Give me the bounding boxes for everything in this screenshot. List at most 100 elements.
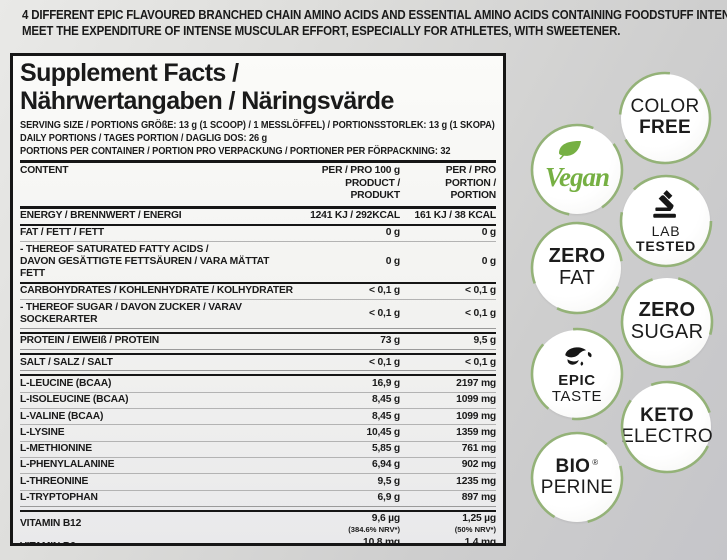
badge-zero-sugar: ZERO SUGAR (620, 275, 714, 369)
row-value-portion: 1099 mg (456, 394, 496, 406)
supplement-facts-panel: Supplement Facts / Nährwertangaben / När… (10, 53, 506, 546)
row-value-per100: 9,5 g (377, 475, 401, 487)
taste-icon (565, 347, 592, 366)
row-value-per100: 0 g (385, 255, 400, 267)
row-value-per100: 6,94 g (372, 459, 400, 471)
description-line: 4 DIFFERENT EPIC FLAVOURED BRANCHED CHAI… (22, 8, 727, 22)
badge-color-free: COLOR FREE (618, 71, 712, 165)
column-header-line: PER / PRO 100 g (321, 165, 400, 176)
row-label: L-LYSINE (20, 426, 65, 438)
row-label: L-LEUCINE (BCAA) (20, 377, 112, 389)
badge-label-line: TASTE (551, 388, 603, 405)
badge-label-line: ELECTRO (621, 426, 713, 447)
table-row: L-LEUCINE (BCAA) 16,9 g 2197 mg (20, 376, 496, 391)
table-row: VITAMIN B12 9,6 µg (384.6% NRV*) 1,25 µg (50… (20, 512, 496, 536)
separator (20, 505, 496, 512)
row-value-per100: 1241 KJ / 292KCAL (310, 210, 400, 221)
table-row: CARBOHYDRATES / KOHLENHYDRATE / KOLHYDRA… (20, 284, 496, 299)
separator (20, 299, 496, 301)
table-row: PROTEIN / EIWEIß / PROTEIN 73 g 9,5 g (20, 334, 496, 349)
table-row: L-VALINE (BCAA) 8,45 g 1099 mg (20, 409, 496, 424)
row-value-portion: 161 KJ / 38 KCAL (414, 210, 497, 221)
product-description: 4 DIFFERENT EPIC FLAVOURED BRANCHED CHAI… (22, 7, 727, 39)
row-value-portion: 761 mg (461, 443, 496, 455)
separator (20, 223, 496, 226)
separator (20, 327, 496, 334)
row-value-per100: 10,8 mg(769.2% NRV*) (363, 537, 400, 546)
table-row: ENERGY / BRENNWERT / ENERGI 1241 KJ / 292… (20, 209, 496, 224)
table-row: L-METHIONINE 5,85 g 761 mg (20, 442, 496, 457)
row-value-per100: 5,85 g (372, 443, 400, 455)
row-value-portion: 1235 mg (456, 475, 496, 487)
row-label: VITAMIN B6 (20, 541, 298, 543)
badge-label-line: ZERO (548, 245, 606, 268)
separator (20, 424, 496, 426)
row-value-portion: 897 mg (461, 492, 496, 504)
badge-bio-perine: BIO ® PERINE (530, 431, 624, 525)
badge-label-line: PERINE (540, 477, 614, 498)
row-label: L-ISOLEUCINE (BCAA) (20, 394, 129, 406)
table-row: SALT / SALZ / SALT < 0,1 g < 0,1 g (20, 355, 496, 370)
badge-label-line: KETO (640, 405, 694, 427)
row-value-per100: < 0,1 g (369, 307, 400, 319)
divider (20, 160, 496, 163)
row-value-per100: 0 g (385, 227, 400, 239)
panel-title-line1: Supplement Facts / (20, 59, 239, 87)
badge-label-line: ZERO (638, 299, 696, 322)
separator (20, 440, 496, 442)
panel-title-line2: Nährwertangaben / Näringsvärde (20, 86, 394, 115)
portions-per-container-line: PORTIONS PER CONTAINER / PORTION PRO VER… (20, 145, 451, 157)
row-value-portion: 1099 mg (456, 410, 496, 422)
separator (20, 456, 496, 458)
row-label: SALT / SALZ / SALT (20, 356, 113, 368)
separator (20, 281, 496, 284)
row-value-portion: 0 g (481, 227, 496, 239)
row-value-portion: 2197 mg (456, 377, 496, 389)
badge-zero-fat: ZERO FAT (530, 221, 624, 315)
badge-epic-taste: EPIC TASTE (530, 327, 624, 421)
table-row: - THEREOF SATURATED FATTY ACIDS / DAVON G… (20, 242, 496, 282)
row-value-per100: 9,6 µg (384.6% NRV*) (298, 513, 400, 534)
row-value-portion: 9,5 g (473, 335, 497, 347)
vegan-label: Vegan (544, 161, 610, 192)
table-row: L-LYSINE 10,45 g 1359 mg (20, 425, 496, 440)
table-row: L-THREONINE 9,5 g 1235 mg (20, 474, 496, 489)
badge-ring (530, 327, 624, 421)
daily-portions-line: DAILY PORTIONS / TAGES PORTION / DAGLIG … (20, 132, 268, 144)
row-value-portion: < 0,1 g (465, 285, 496, 297)
separator (20, 370, 496, 377)
microscope-icon (653, 190, 676, 218)
badge-ring (618, 71, 712, 165)
value-subtext: (384.6% NRV*) (348, 524, 400, 534)
separator (20, 408, 496, 410)
badge-ring (530, 431, 624, 525)
badge-ring (530, 123, 624, 217)
badge-keto-electro: KETO ELECTRO (620, 380, 714, 474)
badge-label-line: BIO ® (555, 456, 599, 478)
table-row: - THEREOF SUGAR / DAVON ZUCKER / VARAV S… (20, 300, 496, 328)
row-label: VITAMIN B12 (20, 517, 82, 529)
separator (20, 473, 496, 475)
value-subtext: (50% NRV*) (454, 524, 496, 534)
registered-mark: ® (592, 458, 599, 468)
badge-label-line: TESTED (635, 238, 697, 254)
row-value-portion: 1359 mg (456, 426, 496, 438)
row-label: L-TRYPTOPHAN (20, 492, 98, 504)
row-value-portion: < 0,1 g (465, 307, 496, 319)
separator (20, 391, 496, 393)
row-value-portion: 1,25 µg (50% NRV*) (400, 513, 496, 534)
badge-label-line: FREE (639, 117, 691, 138)
badge-ring (620, 380, 714, 474)
column-header-per100: PER / PRO 100 g PRODUCT / PRODUKT (298, 165, 400, 203)
row-label: - THEREOF SATURATED FATTY ACIDS / DAVON G… (20, 243, 270, 280)
row-value-per100: < 0,1 g (369, 285, 400, 297)
nutrition-table: ENERGY / BRENNWERT / ENERGI 1241 KJ / 292… (20, 209, 496, 546)
row-value-per100: 16,9 g (372, 377, 400, 389)
badge-vegan: Vegan (530, 123, 624, 217)
row-value-per100: 73 g (380, 335, 400, 347)
row-label: L-PHENYLALANINE (20, 459, 115, 471)
column-header-line: PORTION / PORTION (445, 177, 496, 202)
row-value-portion: < 0,1 g (465, 356, 496, 368)
row-value-per100: 6,9 g (377, 492, 401, 504)
